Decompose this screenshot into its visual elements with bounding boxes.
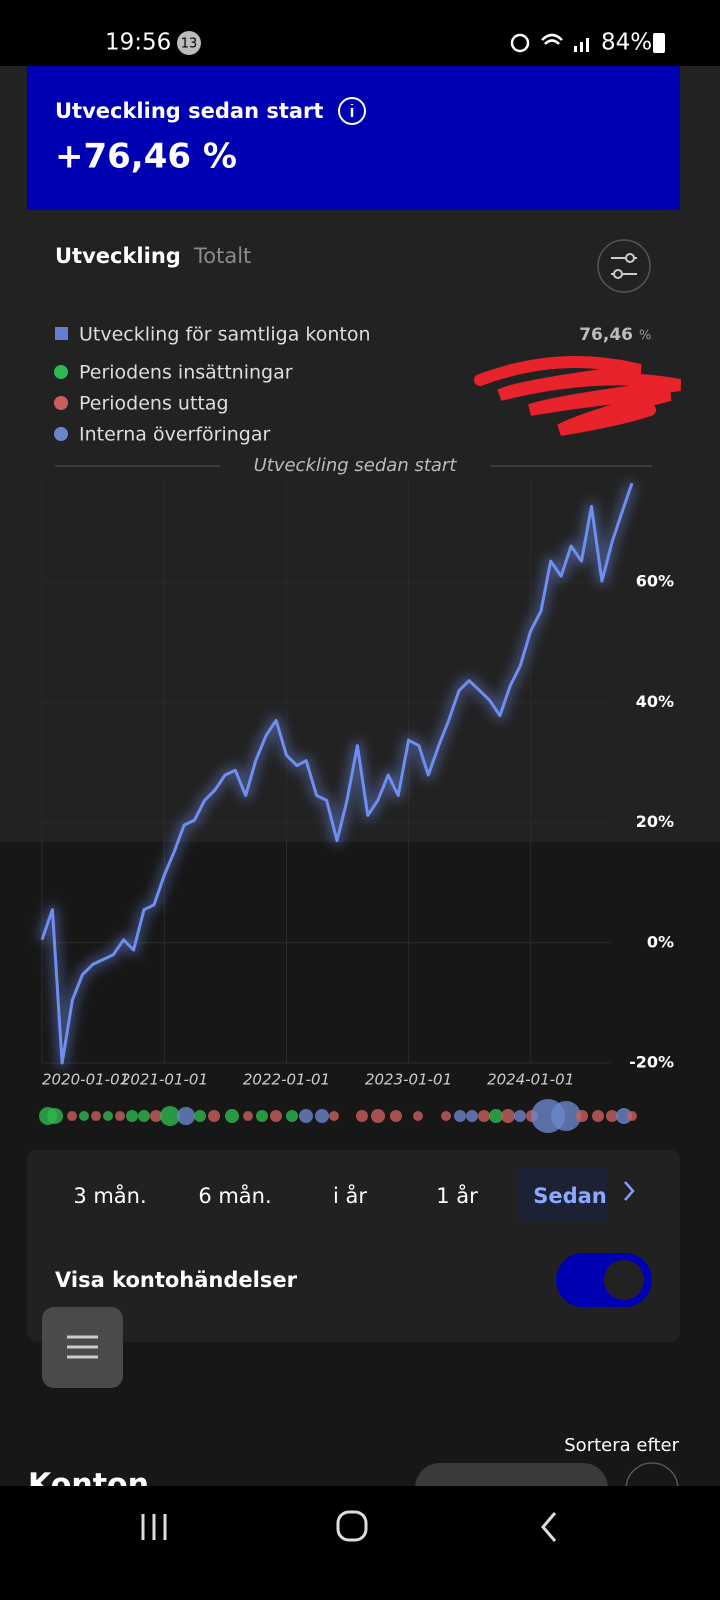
event-dot [243, 1111, 253, 1121]
toggle-label: Visa kontohändelser [55, 1268, 298, 1292]
tab-active[interactable]: Utveckling [55, 244, 181, 268]
legend-swatch [54, 365, 68, 379]
event-dot [356, 1110, 368, 1122]
event-dot [115, 1111, 125, 1121]
redaction [474, 356, 682, 436]
event-dot [256, 1110, 268, 1122]
controls-card [27, 1150, 680, 1342]
event-dot [514, 1110, 526, 1122]
x-tick-label: 2023-01-01 [365, 1071, 452, 1089]
tab[interactable]: Totalt [193, 244, 251, 268]
menu-icon [67, 1335, 98, 1359]
x-tick-label: 2021-01-01 [121, 1071, 208, 1089]
summary-unit: % [639, 329, 651, 344]
event-dot [576, 1110, 588, 1122]
header-card [27, 66, 680, 210]
event-dot [551, 1101, 581, 1131]
filter-knob [613, 269, 623, 279]
event-dot [286, 1110, 298, 1122]
legend-label: Periodens insättningar [79, 362, 293, 384]
period[interactable]: 3 mån. [73, 1183, 146, 1208]
sort-label: Sortera efter [564, 1435, 679, 1456]
x-tick-label: 2020-01-01 [42, 1071, 129, 1089]
alarm-icon [510, 33, 530, 53]
period[interactable]: 6 mån. [198, 1183, 271, 1208]
event-dot [390, 1110, 402, 1122]
legend-label: Periodens uttag [79, 393, 229, 415]
event-dot [606, 1110, 618, 1122]
y-tick-label: 60% [636, 572, 674, 591]
status-time: 19:56 [105, 30, 171, 56]
battery-text: 84% [601, 30, 652, 56]
legend-label: Utveckling för samtliga konton [79, 324, 371, 346]
event-dot [194, 1110, 206, 1122]
line [40, 482, 634, 1065]
y-tick-label: 20% [636, 812, 674, 831]
period[interactable]: 1 år [436, 1183, 478, 1208]
event-dot [177, 1107, 195, 1125]
event-dot [627, 1111, 637, 1121]
event-dot [160, 1106, 180, 1126]
event-dot [413, 1111, 423, 1121]
legend-label: Interna överföringar [79, 424, 271, 446]
event-dot [489, 1109, 503, 1123]
event-dot [91, 1111, 101, 1121]
nav-recent[interactable] [141, 1514, 167, 1540]
event-dot [315, 1109, 329, 1123]
header-title: Utveckling sedan start [55, 99, 323, 123]
event-dot [501, 1109, 515, 1123]
period[interactable]: i år [333, 1183, 367, 1208]
y-tick-label: 40% [636, 692, 674, 711]
notification-count: 13 [181, 37, 198, 52]
event-dot [371, 1109, 385, 1123]
event-dot [616, 1108, 632, 1124]
x-tick-label: 2022-01-01 [243, 1071, 330, 1089]
event-dot [478, 1110, 490, 1122]
event-dot [47, 1108, 63, 1124]
event-dot [79, 1111, 89, 1121]
legend-swatch [54, 396, 68, 410]
wifi-icon [541, 33, 563, 45]
chart-subtitle: Utveckling sedan start [254, 455, 458, 476]
legend-swatch [54, 427, 68, 441]
header-value: +76,46 % [55, 137, 237, 177]
event-dot [208, 1110, 220, 1122]
period-selected[interactable]: Sedan [533, 1184, 607, 1208]
navigation-bar [0, 1486, 720, 1600]
event-dot [225, 1109, 239, 1123]
legend-swatch [55, 327, 68, 340]
info-icon[interactable] [338, 97, 366, 125]
event-dot [454, 1110, 466, 1122]
event-dot [592, 1110, 604, 1122]
nav-back[interactable] [541, 1512, 557, 1542]
event-dot [466, 1110, 478, 1122]
toggle-knob [604, 1260, 644, 1300]
y-tick-label: -20% [629, 1053, 674, 1072]
notification-badge [177, 31, 201, 55]
event-dot [126, 1110, 138, 1122]
x-tick-label: 2024-01-01 [487, 1071, 574, 1089]
signal-icon [574, 38, 589, 52]
filter-knob [625, 253, 635, 263]
event-dot [138, 1110, 150, 1122]
event-dot [329, 1111, 339, 1121]
summary-value: 76,46 [579, 325, 633, 345]
nav-home[interactable] [336, 1510, 368, 1542]
event-dot [103, 1111, 113, 1121]
event-dot [270, 1110, 282, 1122]
status-bar [0, 0, 720, 66]
scroll-arrow[interactable] [624, 1181, 635, 1201]
y-tick-label: 0% [647, 932, 674, 951]
event-dot [299, 1109, 313, 1123]
event-dot [67, 1111, 77, 1121]
period-selected-bg [517, 1168, 607, 1222]
event-dot [441, 1111, 451, 1121]
filter-button[interactable] [597, 239, 651, 293]
battery-icon [653, 33, 665, 53]
event-dot [150, 1110, 162, 1122]
